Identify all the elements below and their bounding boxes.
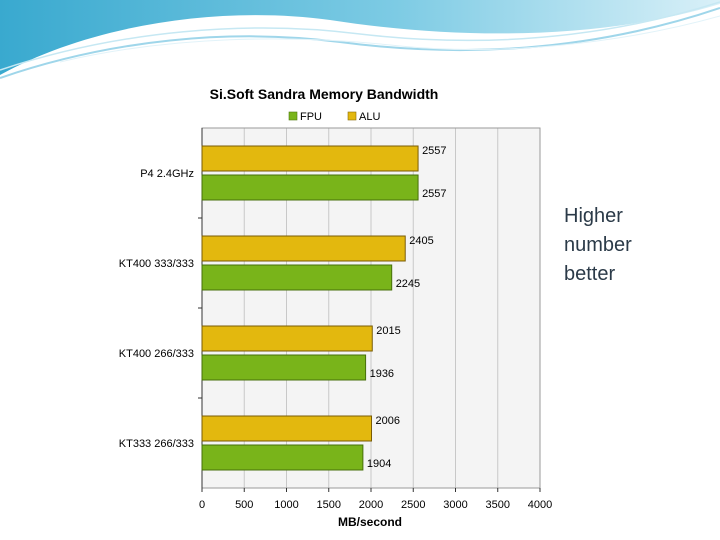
legend-label-alu: ALU — [359, 111, 380, 123]
legend-swatch-alu — [347, 111, 357, 121]
chart-title: Si.Soft Sandra Memory Bandwidth — [210, 86, 439, 102]
x-tick-label: 1000 — [274, 499, 298, 511]
x-tick-label: 2000 — [359, 499, 383, 511]
data-label: 1904 — [367, 458, 391, 470]
data-label: 2245 — [396, 278, 420, 290]
category-label: KT400 333/333 — [119, 258, 194, 270]
category-label: KT400 266/333 — [119, 348, 194, 360]
chart-panel: Si.Soft Sandra Memory Bandwidth FPU ALU … — [84, 70, 564, 540]
bar-alu — [201, 145, 419, 172]
side-note-line: Higher — [564, 205, 623, 227]
data-label: 2557 — [422, 188, 446, 200]
legend-swatch-fpu — [288, 111, 298, 121]
x-tick-label: 1500 — [317, 499, 341, 511]
x-tick-label: 4000 — [528, 499, 552, 511]
x-tick-label: 2500 — [401, 499, 425, 511]
x-tick-label: 0 — [199, 499, 205, 511]
category-label: KT333 266/333 — [119, 438, 194, 450]
data-label: 2006 — [376, 415, 400, 427]
x-tick-label: 500 — [235, 499, 253, 511]
data-label: 2015 — [376, 325, 400, 337]
bar-fpu — [201, 174, 419, 201]
x-tick-label: 3000 — [443, 499, 467, 511]
bar-fpu — [201, 444, 364, 471]
data-label: 1936 — [370, 368, 394, 380]
bar-fpu — [201, 264, 393, 291]
bar-alu — [201, 235, 406, 262]
legend: FPU ALU — [288, 111, 380, 123]
data-label: 2405 — [409, 235, 433, 247]
header-swoosh-decoration — [0, 0, 720, 79]
x-axis-label: MB/second — [338, 515, 402, 529]
bar-alu — [201, 325, 373, 352]
x-tick-label: 3500 — [486, 499, 510, 511]
data-label: 2557 — [422, 145, 446, 157]
side-note-line: number — [564, 234, 632, 256]
bandwidth-chart: Si.Soft Sandra Memory Bandwidth FPU ALU … — [119, 86, 552, 529]
side-note-line: better — [564, 263, 616, 285]
legend-label-fpu: FPU — [300, 111, 322, 123]
category-label: P4 2.4GHz — [140, 168, 194, 180]
side-note: Higher number better — [564, 202, 714, 289]
bar-fpu — [201, 354, 367, 381]
bar-alu — [201, 415, 373, 442]
